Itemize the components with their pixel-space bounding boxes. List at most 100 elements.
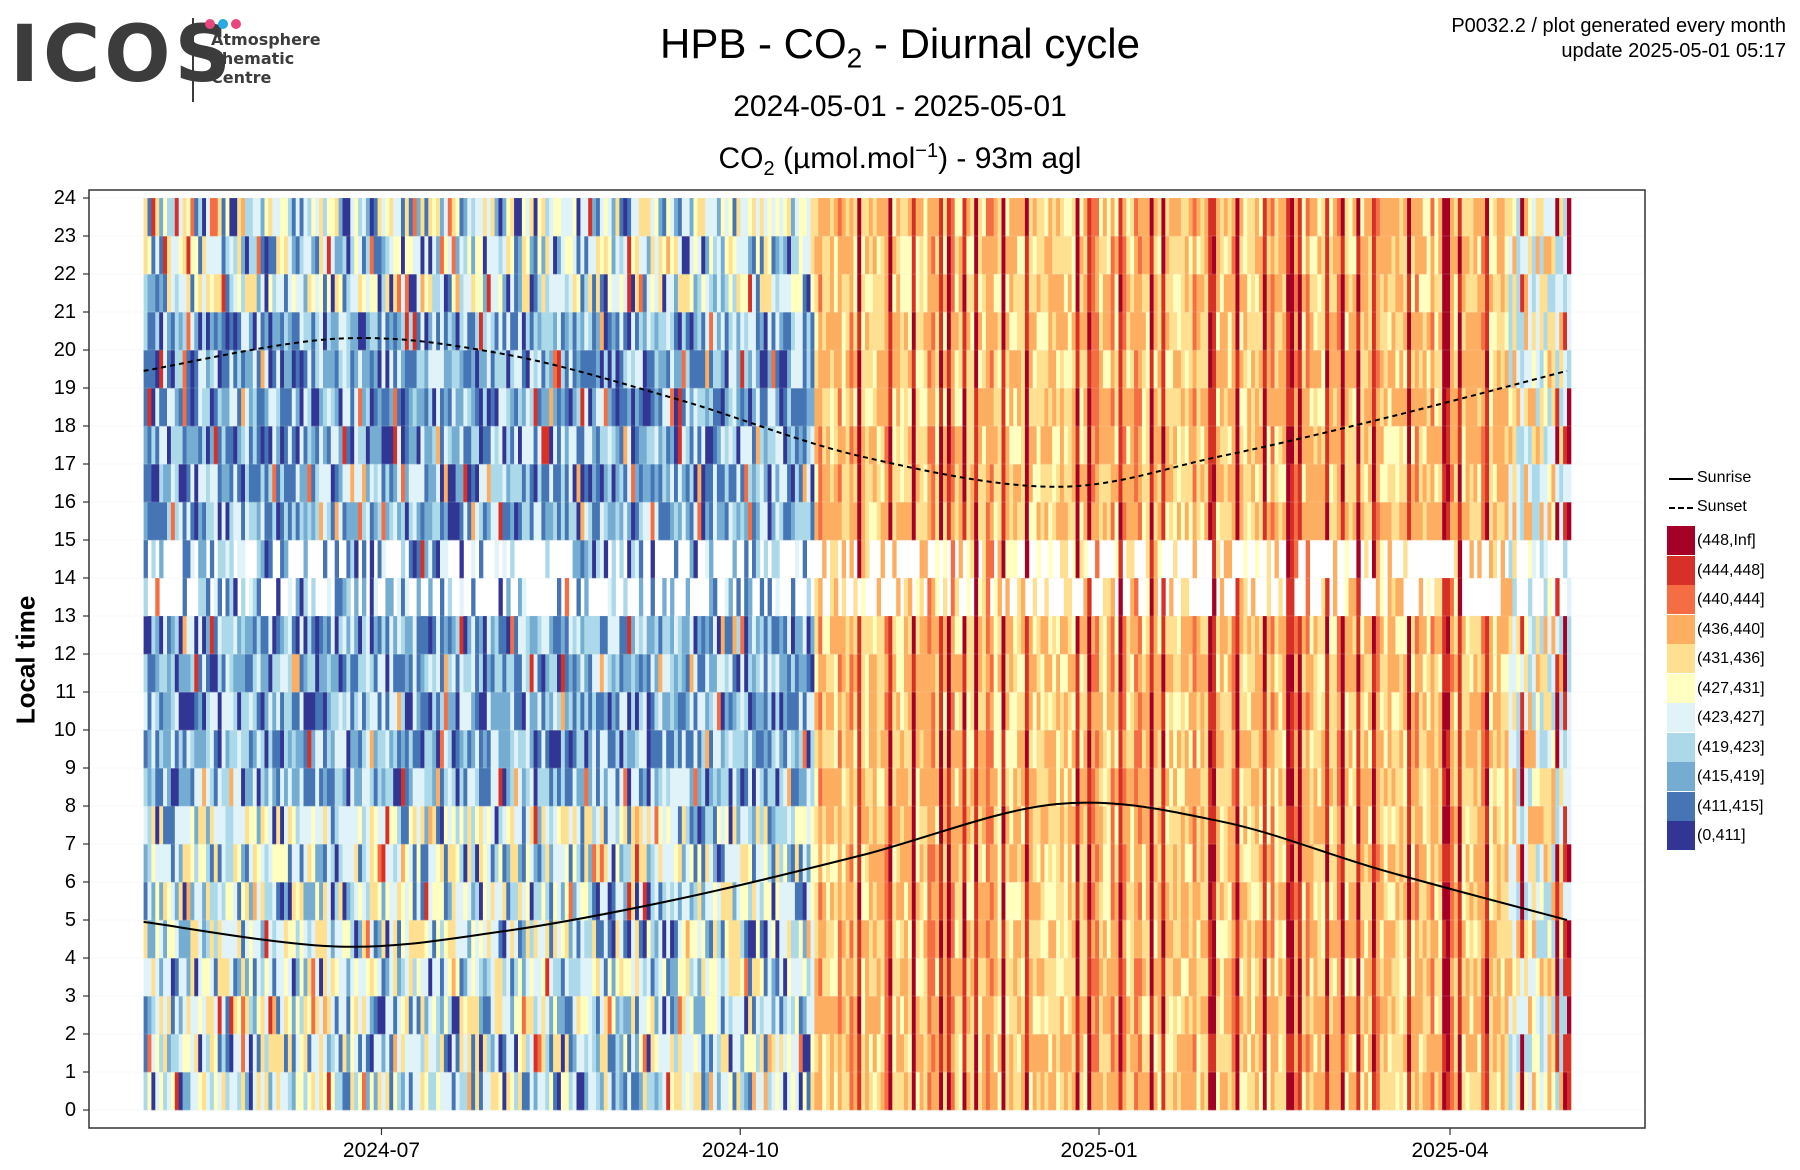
heatmap-cell <box>334 426 339 465</box>
heatmap-cell <box>872 806 878 845</box>
heatmap-cell <box>939 502 944 541</box>
heatmap-cell <box>190 350 195 389</box>
heatmap-cell <box>155 920 160 959</box>
heatmap-cell <box>982 502 987 541</box>
heatmap-cell <box>592 844 597 883</box>
heatmap-cell <box>295 236 300 275</box>
heatmap-cell <box>291 730 297 769</box>
heatmap-cell <box>689 426 694 465</box>
heatmap-cell <box>245 502 250 541</box>
heatmap-cell <box>213 616 219 655</box>
heatmap-cell <box>272 882 277 921</box>
heatmap-cell <box>946 274 952 313</box>
heatmap-cell <box>611 502 616 541</box>
heatmap-cell <box>767 806 772 845</box>
heatmap-cell <box>280 236 285 275</box>
heatmap-cell <box>237 198 242 237</box>
heatmap-cell <box>498 578 503 617</box>
heatmap-cell <box>580 540 585 579</box>
heatmap-cell <box>202 806 207 845</box>
heatmap-cell <box>202 882 207 921</box>
heatmap-cell <box>650 236 655 275</box>
heatmap-cell <box>872 920 878 959</box>
heatmap-cell <box>935 236 940 275</box>
heatmap-cell <box>323 350 328 389</box>
heatmap-cell <box>350 350 355 389</box>
heatmap-cell <box>412 882 417 921</box>
heatmap-cell <box>670 464 675 503</box>
heatmap-cell <box>319 692 324 731</box>
heatmap-cell <box>381 1034 386 1073</box>
heatmap-cell <box>705 502 710 541</box>
heatmap-cell <box>907 236 913 275</box>
heatmap-cell <box>432 198 437 237</box>
heatmap-cell <box>794 958 800 997</box>
heatmap-cell <box>381 350 386 389</box>
heatmap-cell <box>307 768 312 807</box>
heatmap-cell <box>759 958 765 997</box>
heatmap-cell <box>674 1072 679 1111</box>
heatmap-cell <box>510 464 515 503</box>
heatmap-cell <box>272 692 277 731</box>
heatmap-cell <box>455 388 460 427</box>
heatmap-cell <box>802 388 807 427</box>
heatmap-cell <box>198 882 203 921</box>
heatmap-cell <box>927 198 932 237</box>
heatmap-cell <box>845 350 850 389</box>
heatmap-cell <box>319 654 324 693</box>
heatmap-cells <box>143 198 1572 1111</box>
heatmap-cell <box>190 236 195 275</box>
heatmap-cell <box>521 464 527 503</box>
heatmap-cell <box>393 806 398 845</box>
heatmap-cell <box>603 350 609 389</box>
heatmap-cell <box>490 768 495 807</box>
heatmap-cell <box>763 920 768 959</box>
heatmap-cell <box>518 844 523 883</box>
heatmap-cell <box>728 882 733 921</box>
heatmap-cell <box>564 806 570 845</box>
heatmap-cell <box>412 274 417 313</box>
heatmap-cell <box>826 616 831 655</box>
heatmap-cell <box>326 350 332 389</box>
heatmap-cell <box>560 692 566 731</box>
heatmap-cell <box>752 464 757 503</box>
heatmap-cell <box>537 730 542 769</box>
heatmap-cell <box>213 730 219 769</box>
heatmap-cell <box>334 540 339 579</box>
heatmap-cell <box>724 350 729 389</box>
heatmap-cell <box>151 996 156 1035</box>
heatmap-cell <box>767 350 772 389</box>
heatmap-cell <box>299 616 304 655</box>
heatmap-cell <box>638 806 644 845</box>
heatmap-cell <box>350 312 355 351</box>
heatmap-cell <box>311 502 316 541</box>
heatmap-cell <box>354 198 359 237</box>
heatmap-cell <box>233 616 238 655</box>
heatmap-cell <box>525 844 531 883</box>
heatmap-cell <box>607 920 612 959</box>
heatmap-cell <box>432 882 437 921</box>
heatmap-cell <box>213 274 219 313</box>
heatmap-cell <box>736 616 741 655</box>
heatmap-cell <box>732 844 737 883</box>
heatmap-cell <box>584 844 589 883</box>
heatmap-cell <box>237 730 242 769</box>
heatmap-cell <box>681 958 687 997</box>
heatmap-cell <box>876 844 881 883</box>
heatmap-cell <box>592 1072 597 1111</box>
heatmap-cell <box>365 502 371 541</box>
heatmap-cell <box>276 350 281 389</box>
heatmap-cell <box>319 616 324 655</box>
heatmap-cell <box>299 350 304 389</box>
heatmap-cell <box>334 198 339 237</box>
heatmap-cell <box>264 236 269 275</box>
heatmap-cell <box>615 920 620 959</box>
heatmap-cell <box>982 236 987 275</box>
heatmap-cell <box>845 236 850 275</box>
heatmap-cell <box>245 958 250 997</box>
heatmap-cell <box>911 844 917 883</box>
heatmap-cell <box>373 768 378 807</box>
heatmap-cell <box>830 958 835 997</box>
heatmap-cell <box>486 730 492 769</box>
heatmap-cell <box>287 996 293 1035</box>
